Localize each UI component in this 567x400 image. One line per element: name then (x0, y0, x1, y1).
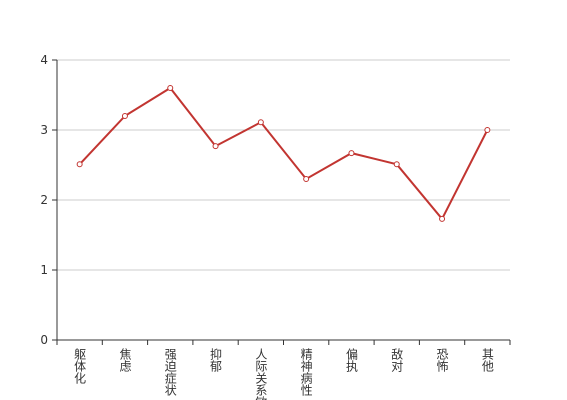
point (393, 161, 400, 168)
x-tick-label: 抑郁 (209, 347, 223, 373)
line (78, 86, 489, 221)
point (257, 119, 264, 126)
x-tick-label: 人际关系敏感 (254, 348, 268, 400)
x-tick-label: 敌对 (390, 347, 404, 372)
point (76, 161, 83, 168)
x-tick-label: 恐怖 (435, 348, 449, 372)
y-tick-label: 1 (40, 263, 48, 277)
x-tick-label: 偏执 (344, 347, 358, 373)
point (121, 113, 128, 119)
y-tick-label: 3 (40, 123, 48, 137)
x-tick-label: 躯体化 (73, 347, 87, 385)
x-tick-label: 强迫症状 (163, 348, 177, 396)
x-tick-label: 精神病性 (299, 348, 313, 397)
x-tick-label: 焦虑 (118, 348, 132, 372)
point (348, 150, 355, 157)
y-tick-label: 0 (40, 333, 48, 347)
y-tick-label: 4 (40, 53, 48, 67)
y-tick-label: 2 (40, 193, 48, 207)
point (212, 143, 219, 150)
x-tick-label: 其他 (480, 348, 494, 372)
point (484, 127, 491, 133)
point (439, 215, 446, 222)
point (303, 176, 310, 182)
point (167, 85, 174, 91)
